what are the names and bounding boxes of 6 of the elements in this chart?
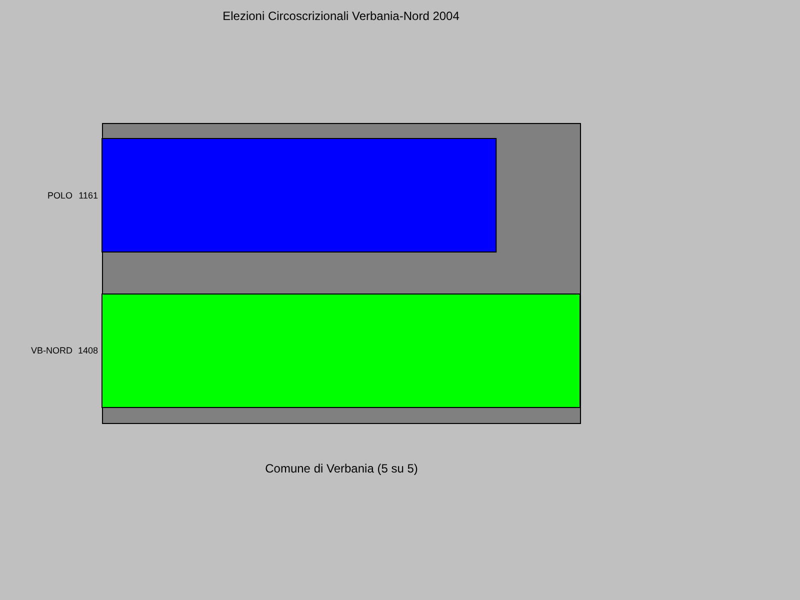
data-label: 1408 [78, 346, 98, 356]
y-tick-label: POLO [47, 190, 72, 200]
y-tick-label: VB-NORD [30, 346, 73, 356]
chart-title: Elezioni Circoscrizionali Verbania-Nord 2004 [222, 9, 460, 23]
data-label: 1161 [78, 190, 98, 200]
x-axis-title: Comune di Verbania (5 su 5) [265, 462, 418, 476]
